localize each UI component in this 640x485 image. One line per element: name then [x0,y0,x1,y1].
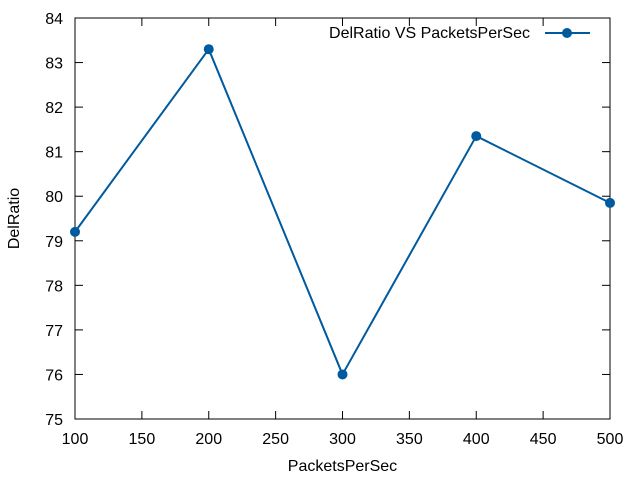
y-tick-label: 77 [45,323,63,340]
legend-marker [562,28,572,38]
x-tick-label: 400 [463,431,490,448]
x-tick-label: 300 [329,431,356,448]
y-tick-label: 75 [45,412,63,429]
legend-label: DelRatio VS PacketsPerSec [329,25,530,42]
y-tick-label: 81 [45,145,63,162]
y-tick-label: 82 [45,100,63,117]
x-tick-label: 150 [129,431,156,448]
y-axis-label: DelRatio [6,188,23,249]
x-tick-label: 200 [195,431,222,448]
plot-frame [74,17,611,420]
data-point [605,197,615,208]
tick-layer: 100 150 200 250 300 350 400 450 500 75 76 77 78 79 80 8… [45,11,623,448]
y-tick-label: 76 [45,367,63,384]
y-tick-label: 78 [45,278,63,295]
data-point [337,369,348,380]
x-tick-label: 250 [262,431,289,448]
y-tick-label: 84 [45,11,63,28]
data-point [70,226,80,237]
y-tick-label: 83 [45,56,63,73]
legend: DelRatio VS PacketsPerSec [329,25,590,42]
data-point [471,131,482,142]
x-tick-label: 500 [597,431,624,448]
x-tick-label: 350 [396,431,423,448]
x-axis-label: PacketsPerSec [288,458,397,475]
data-point [203,44,214,55]
x-tick-label: 100 [62,431,89,448]
x-tick-label: 450 [530,431,557,448]
y-tick-label: 79 [45,234,63,251]
y-tick-label: 80 [45,189,63,206]
series-layer [70,44,615,380]
